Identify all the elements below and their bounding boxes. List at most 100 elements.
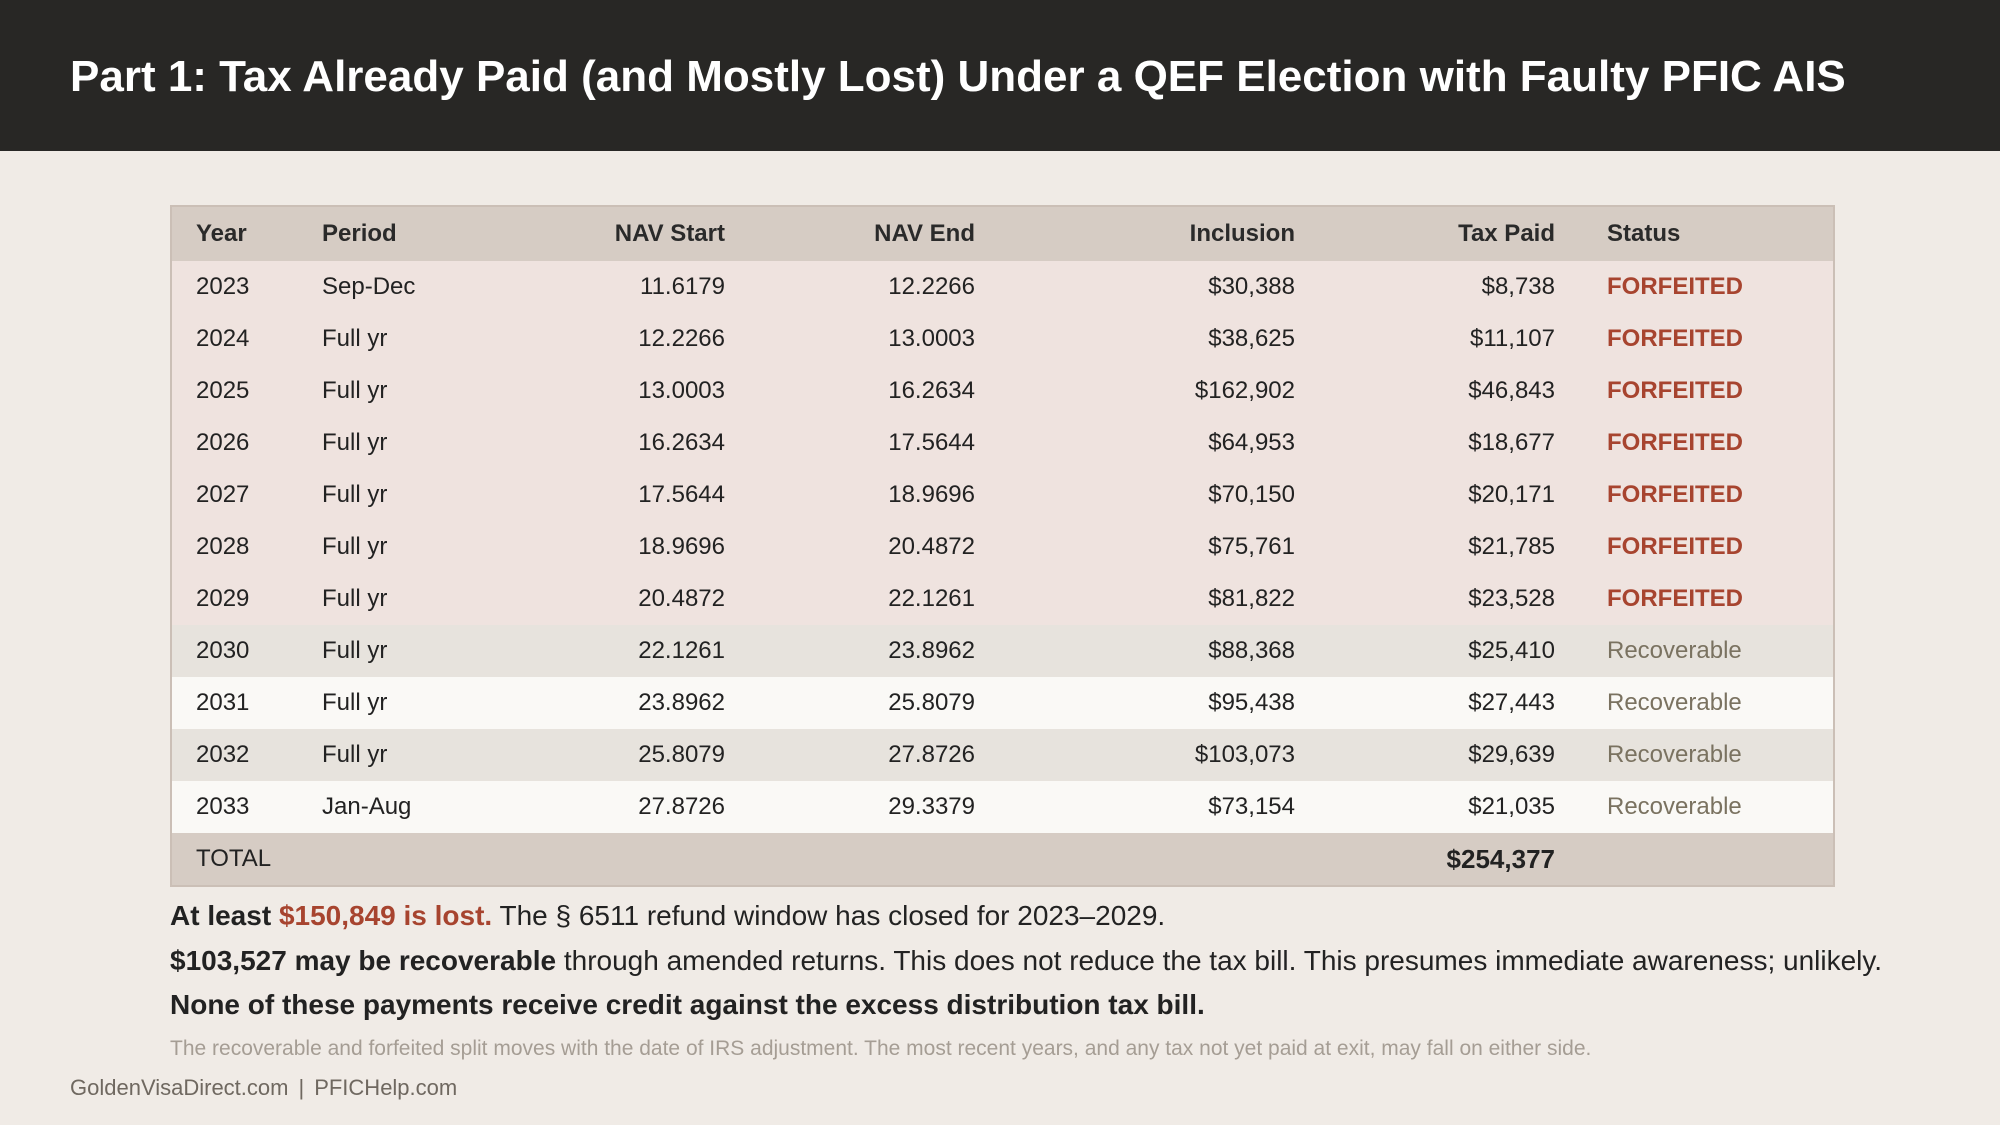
cell-inclusion: $81,822 [1208,585,1295,612]
cell-status: FORFEITED [1607,585,1743,612]
note-recoverable: $103,527 may be recoverable through amen… [170,945,1882,977]
table-header-row: Year Period NAV Start NAV End Inclusion … [172,207,1833,261]
table-row: 2029 Full yr 20.4872 22.1261 $81,822 $23… [172,573,1833,625]
cell-nav-end: 25.8079 [888,689,975,716]
cell-year: 2032 [196,741,250,768]
cell-tax-paid: $8,738 [1481,273,1555,300]
recoverable-amount: $103,527 may be recoverable [170,945,557,976]
cell-nav-start: 27.8726 [638,793,725,820]
cell-inclusion: $162,902 [1194,377,1295,404]
cell-year: 2024 [196,325,250,352]
cell-status: Recoverable [1607,793,1742,820]
cell-inclusion: $73,154 [1208,793,1295,820]
cell-inclusion: $30,388 [1208,273,1295,300]
table-row: 2031 Full yr 23.8962 25.8079 $95,438 $27… [172,677,1833,729]
cell-tax-paid: $11,107 [1470,325,1555,352]
cell-nav-start: 13.0003 [638,377,725,404]
cell-period: Full yr [322,585,388,612]
cell-period: Full yr [322,741,388,768]
cell-nav-end: 13.0003 [888,325,975,352]
column-header-nav-end: NAV End [874,220,975,247]
table-row: 2026 Full yr 16.2634 17.5644 $64,953 $18… [172,417,1833,469]
cell-nav-end: 18.9696 [888,481,975,508]
cell-nav-end: 12.2266 [888,273,975,300]
table-row: 2032 Full yr 25.8079 27.8726 $103,073 $2… [172,729,1833,781]
page-title: Part 1: Tax Already Paid (and Mostly Los… [70,52,1846,101]
cell-year: 2030 [196,637,250,664]
cell-nav-start: 16.2634 [638,429,725,456]
cell-tax-paid: $21,035 [1468,793,1555,820]
cell-status: Recoverable [1607,637,1742,664]
cell-inclusion: $95,438 [1208,689,1295,716]
cell-status: FORFEITED [1607,533,1743,560]
cell-inclusion: $38,625 [1208,325,1295,352]
cell-period: Full yr [322,637,388,664]
cell-period: Full yr [322,689,388,716]
column-header-nav-start: NAV Start [614,220,725,247]
cell-status: FORFEITED [1607,273,1743,300]
column-header-year: Year [196,220,247,247]
cell-tax-paid: $21,785 [1468,533,1555,560]
cell-tax-paid: $23,528 [1468,585,1555,612]
cell-nav-start: 12.2266 [638,325,725,352]
cell-inclusion: $64,953 [1208,429,1295,456]
cell-year: 2025 [196,377,250,404]
total-label: TOTAL [196,845,272,872]
cell-tax-paid: $20,171 [1468,481,1555,508]
note-lost-lead: At least [170,900,279,931]
cell-inclusion: $70,150 [1208,481,1295,508]
table-row: 2024 Full yr 12.2266 13.0003 $38,625 $11… [172,313,1833,365]
cell-nav-start: 17.5644 [638,481,725,508]
cell-period: Sep-Dec [322,273,416,300]
cell-period: Full yr [322,377,388,404]
cell-year: 2027 [196,481,250,508]
footnote: The recoverable and forfeited split move… [170,1037,1592,1060]
footer-link-pfichelp[interactable]: PFICHelp.com [314,1075,458,1100]
cell-period: Full yr [322,325,388,352]
cell-year: 2031 [196,689,250,716]
cell-nav-end: 16.2634 [888,377,975,404]
cell-nav-end: 29.3379 [888,793,975,820]
cell-tax-paid: $18,677 [1468,429,1555,456]
cell-status: Recoverable [1607,741,1742,768]
cell-year: 2033 [196,793,250,820]
column-header-period: Period [322,220,397,247]
cell-nav-end: 20.4872 [888,533,975,560]
cell-inclusion: $75,761 [1208,533,1295,560]
column-header-tax-paid: Tax Paid [1458,220,1555,247]
footer-separator: | [298,1075,305,1100]
cell-status: Recoverable [1607,689,1742,716]
cell-tax-paid: $46,843 [1468,377,1555,404]
table-row: 2033 Jan-Aug 27.8726 29.3379 $73,154 $21… [172,781,1833,833]
cell-nav-end: 23.8962 [888,637,975,664]
tax-table: Year Period NAV Start NAV End Inclusion … [172,207,1833,885]
table-body: 2023 Sep-Dec 11.6179 12.2266 $30,388 $8,… [172,261,1833,885]
cell-inclusion: $88,368 [1208,637,1295,664]
footer: GoldenVisaDirect.com | PFICHelp.com [70,1075,457,1101]
cell-year: 2026 [196,429,250,456]
cell-tax-paid: $29,639 [1468,741,1555,768]
cell-year: 2029 [196,585,250,612]
cell-period: Full yr [322,429,388,456]
note-lost: At least $150,849 is lost. The § 6511 re… [170,900,1165,932]
cell-nav-start: 22.1261 [638,637,725,664]
cell-nav-start: 23.8962 [638,689,725,716]
cell-tax-paid: $25,410 [1468,637,1555,664]
total-tax-paid: $254,377 [1446,843,1555,874]
title-bar: Part 1: Tax Already Paid (and Mostly Los… [0,0,2000,151]
cell-status: FORFEITED [1607,481,1743,508]
cell-nav-start: 11.6179 [640,273,725,300]
cell-year: 2023 [196,273,250,300]
column-header-inclusion: Inclusion [1189,220,1295,247]
column-header-status: Status [1607,220,1681,247]
cell-nav-start: 20.4872 [638,585,725,612]
cell-inclusion: $103,073 [1194,741,1295,768]
total-row: TOTAL $254,377 [172,833,1833,885]
cell-period: Full yr [322,481,388,508]
cell-nav-start: 25.8079 [638,741,725,768]
footer-link-goldenvisadirect[interactable]: GoldenVisaDirect.com [70,1075,289,1100]
table-row: 2030 Full yr 22.1261 23.8962 $88,368 $25… [172,625,1833,677]
cell-status: FORFEITED [1607,325,1743,352]
table-row: 2025 Full yr 13.0003 16.2634 $162,902 $4… [172,365,1833,417]
cell-status: FORFEITED [1607,377,1743,404]
